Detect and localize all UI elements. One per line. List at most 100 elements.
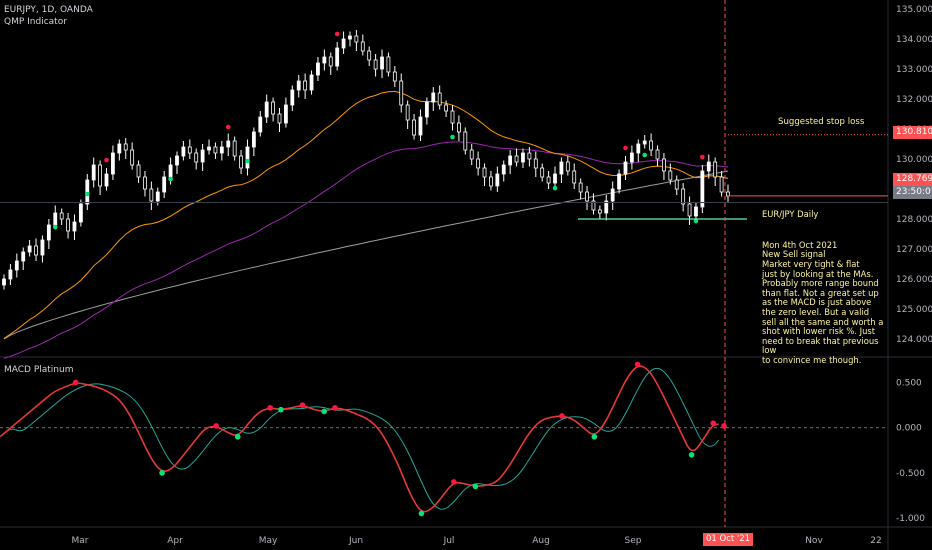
candle-body	[636, 143, 641, 154]
candle-body	[610, 188, 615, 202]
candle-body	[264, 101, 269, 118]
candle-body	[367, 50, 372, 61]
candle-body	[373, 59, 378, 70]
ma-slow-line	[3, 170, 729, 340]
candle-body	[187, 146, 192, 154]
candle-body	[335, 47, 340, 67]
macd-sell-dot	[72, 379, 79, 386]
candle-body	[431, 92, 436, 103]
candle-body	[597, 209, 602, 214]
candle-body	[617, 173, 621, 190]
macd-line	[0, 365, 719, 513]
macd-buy-dot	[321, 408, 327, 415]
candle-body	[40, 239, 45, 256]
candle-body	[591, 200, 596, 211]
price-tick-label: 128.000	[896, 215, 932, 225]
macd-tick-label: -0.500	[896, 469, 925, 479]
candle-body	[559, 161, 564, 175]
candle-body	[200, 149, 205, 163]
candle-body	[706, 161, 711, 172]
candle-body	[719, 176, 724, 193]
candle-body	[309, 74, 314, 91]
candle-body	[328, 56, 333, 67]
candle-body	[91, 164, 96, 181]
countdown-tag: 23:50:07	[893, 186, 932, 199]
candle-body	[46, 224, 51, 241]
macd-buy-dot	[472, 483, 479, 490]
candle-body	[245, 146, 250, 169]
buy-signal-dot	[450, 134, 455, 140]
candle-body	[482, 167, 487, 178]
macd-signal-line	[0, 367, 720, 510]
candle-body	[380, 56, 384, 70]
candle-body	[59, 212, 64, 220]
macd-sell-dot	[267, 405, 273, 411]
candle-body	[284, 104, 288, 124]
ma-fast-line	[3, 90, 729, 339]
candle-body	[290, 89, 295, 106]
candle-body	[495, 173, 500, 187]
candle-body	[418, 116, 423, 136]
candle-body	[21, 251, 26, 262]
candle-body	[527, 152, 532, 160]
buy-signal-dot	[552, 185, 558, 191]
candle-body	[239, 155, 243, 169]
candle-body	[386, 56, 391, 73]
candle-body	[277, 113, 282, 124]
candle-body	[546, 176, 551, 184]
candle-body	[700, 170, 705, 208]
macd-buy-dot	[234, 433, 241, 440]
price-tick-label: 125.000	[896, 305, 932, 315]
candle-body	[553, 173, 557, 184]
macd-last-dot	[721, 423, 727, 429]
candle-body	[181, 146, 186, 157]
candle-body	[149, 188, 154, 202]
candle-body	[687, 203, 692, 217]
candle-body	[207, 146, 211, 151]
macd-buy-dot	[159, 470, 165, 476]
candle-body	[117, 143, 122, 154]
analysis-note: EUR/JPY Daily Mon 4th Oct 2021 New Sell …	[762, 200, 892, 375]
candle-body	[521, 152, 525, 163]
candle-body	[662, 158, 666, 172]
candle-body	[316, 62, 320, 76]
candle-body	[360, 41, 365, 52]
candle-body	[629, 152, 634, 163]
price-tick-label: 134.000	[896, 35, 932, 45]
candle-body	[412, 119, 416, 136]
candle-body	[2, 278, 6, 286]
sell-signal-dot	[700, 154, 705, 160]
sell-signal-dot	[104, 157, 109, 163]
macd-sell-dot	[634, 361, 641, 368]
time-tick-label: Apr	[167, 536, 183, 546]
candle-body	[162, 176, 167, 193]
candle-body	[726, 191, 730, 197]
candle-body	[501, 164, 506, 175]
candle-body	[540, 167, 545, 178]
candle-body	[508, 155, 513, 166]
candle-body	[668, 170, 673, 181]
time-tick-label: Nov	[805, 536, 823, 546]
price-tick-label: 124.000	[896, 335, 932, 345]
candle-body	[251, 131, 256, 148]
candle-body	[14, 260, 19, 271]
candle-body	[8, 269, 13, 280]
macd-sell-dot	[213, 423, 219, 429]
buy-signal-dot	[245, 158, 250, 164]
time-tick-label: 22	[870, 536, 881, 546]
time-tick-label: Jun	[348, 536, 363, 546]
candle-body	[405, 104, 410, 121]
candle-body	[232, 140, 237, 157]
candle-body	[72, 221, 77, 232]
candle-body	[322, 56, 327, 64]
candle-body	[219, 146, 224, 154]
time-tick-label: May	[259, 536, 278, 546]
candle-body	[34, 245, 38, 256]
buy-signal-dot	[168, 176, 173, 182]
candle-body	[175, 155, 179, 166]
time-tick-label: Mar	[72, 536, 89, 546]
candle-body	[123, 143, 128, 151]
candle-body	[66, 218, 70, 232]
